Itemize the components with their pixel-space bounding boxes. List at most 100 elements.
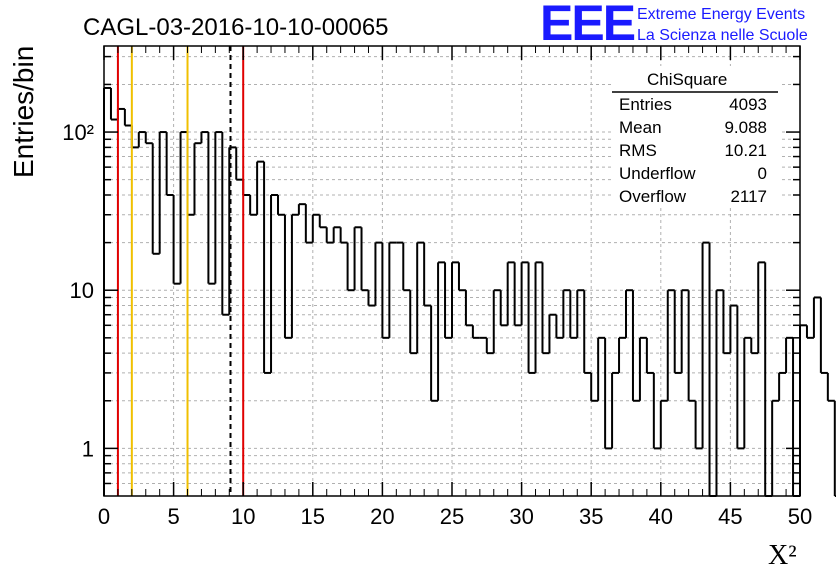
y-axis-label: Entries/bin xyxy=(8,46,39,178)
histogram-bin xyxy=(576,289,585,338)
histogram-bin xyxy=(625,289,633,338)
histogram-bin xyxy=(638,336,647,401)
x-tick-label: 30 xyxy=(509,504,533,529)
histogram-bin xyxy=(367,290,376,307)
histogram-bin xyxy=(214,131,223,284)
histogram-bin xyxy=(277,194,285,216)
histogram-bin xyxy=(283,214,292,339)
x-tick-label: 35 xyxy=(579,504,603,529)
histogram-bin xyxy=(179,131,188,284)
histogram-bin xyxy=(151,143,160,255)
histogram-bin xyxy=(520,261,529,326)
stats-label-mean: Mean xyxy=(619,118,662,137)
histogram-bin xyxy=(144,132,153,145)
histogram-bin xyxy=(444,262,452,339)
axis-ticks xyxy=(103,46,801,496)
stats-label-rms: RMS xyxy=(619,141,657,160)
histogram-bin xyxy=(402,242,411,292)
stats-value-underflow: 0 xyxy=(758,164,767,183)
histogram-bin xyxy=(116,107,125,120)
histogram-bin xyxy=(659,399,668,449)
stats-title: ChiSquare xyxy=(647,70,727,89)
histogram-bin xyxy=(812,296,821,338)
histogram-bin xyxy=(527,262,536,374)
histogram-bin xyxy=(778,371,787,401)
stats-value-mean: 9.088 xyxy=(724,118,767,137)
plot-frame xyxy=(103,45,801,497)
histogram-bin xyxy=(270,193,278,373)
histogram-bin xyxy=(235,147,244,181)
histogram-bin xyxy=(492,289,501,354)
histogram-bin xyxy=(381,242,390,339)
histogram-bin xyxy=(513,262,522,327)
histogram-bin xyxy=(499,290,508,327)
histogram-bin xyxy=(263,161,272,374)
histogram-bin xyxy=(172,194,181,285)
histogram-bin xyxy=(541,262,550,355)
histogram-bin xyxy=(826,372,835,402)
histogram-bin xyxy=(701,241,710,449)
histogram-bin xyxy=(729,304,738,354)
histogram-bin xyxy=(297,203,306,215)
histogram-bin xyxy=(722,290,731,355)
histogram-bin xyxy=(694,400,703,450)
histogram-bin xyxy=(569,290,578,339)
histogram-bin xyxy=(464,290,473,327)
histogram-bin xyxy=(256,160,265,215)
histogram-bin xyxy=(249,194,258,216)
histogram-bin xyxy=(715,289,724,496)
stats-value-rms: 10.21 xyxy=(724,141,767,160)
logo-line-1: Extreme Energy Events xyxy=(637,6,805,23)
histogram-bin xyxy=(708,242,717,497)
stats-box-background xyxy=(612,66,782,208)
histogram-bin xyxy=(785,336,794,373)
histogram-bin xyxy=(304,204,313,244)
histogram-bin xyxy=(353,226,362,291)
histogram-bin xyxy=(409,290,418,355)
y-tick-label: 10² xyxy=(62,120,94,145)
y-tick-label: 1 xyxy=(82,436,94,461)
histogram-bin xyxy=(103,86,111,496)
histogram-bin xyxy=(534,261,543,373)
histogram-bin xyxy=(645,337,654,374)
histogram-bin xyxy=(757,261,766,354)
histogram-bin xyxy=(339,227,348,244)
logo-line-2: La Scienza nelle Scuole xyxy=(637,27,808,44)
x-tick-label: 20 xyxy=(370,504,394,529)
histogram-bin xyxy=(562,289,571,338)
y-tick-label: 10 xyxy=(70,278,94,303)
histogram-bin xyxy=(130,125,139,149)
histogram-bin xyxy=(743,336,752,449)
stats-label-overflow: Overflow xyxy=(619,187,687,206)
histogram-bin xyxy=(687,290,696,402)
histogram-bin xyxy=(332,226,341,243)
x-tick-label: 45 xyxy=(718,504,742,529)
x-tick-label: 25 xyxy=(440,504,464,529)
x-tick-label: 50 xyxy=(788,504,812,529)
eee-logo: EEE Extreme Energy Events La Scienza nel… xyxy=(540,0,808,51)
x-tick-label: 15 xyxy=(301,504,325,529)
histogram-bin xyxy=(423,242,432,307)
histogram-bin xyxy=(207,132,216,285)
histogram-bin xyxy=(451,261,459,338)
logo-text: EEE xyxy=(540,0,635,51)
histogram-bin xyxy=(666,289,675,401)
histogram-bin xyxy=(631,290,640,402)
histogram-bin xyxy=(193,142,202,215)
histogram-bin xyxy=(346,242,355,292)
x-tick-label: 0 xyxy=(98,504,110,529)
stats-box: ChiSquare Entries 4093 Mean 9.088 RMS 10… xyxy=(612,66,782,208)
histogram-bin xyxy=(771,399,780,496)
histogram-bin xyxy=(506,261,515,326)
histogram-bin xyxy=(555,314,564,339)
histogram-bin xyxy=(137,131,146,148)
histogram-bin xyxy=(736,305,745,450)
histogram-bin xyxy=(437,261,446,401)
histogram-bin xyxy=(604,337,613,450)
histogram-bin xyxy=(123,108,132,127)
stats-value-entries: 4093 xyxy=(729,95,767,114)
histogram-bin xyxy=(311,213,320,243)
stats-label-entries: Entries xyxy=(619,95,672,114)
histogram-bin xyxy=(416,241,425,354)
